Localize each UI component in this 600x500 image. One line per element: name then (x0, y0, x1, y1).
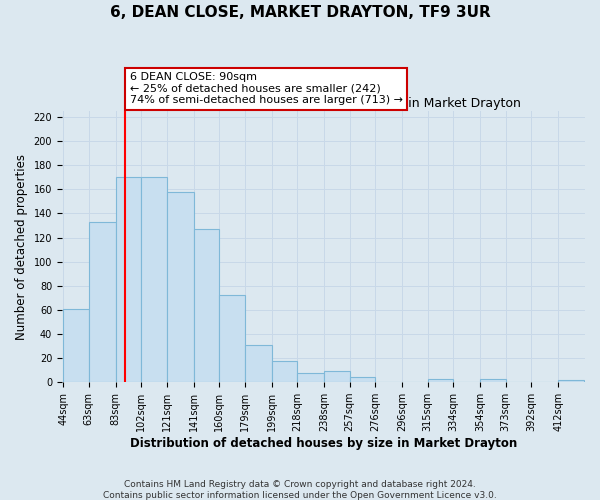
Text: 6 DEAN CLOSE: 90sqm
← 25% of detached houses are smaller (242)
74% of semi-detac: 6 DEAN CLOSE: 90sqm ← 25% of detached ho… (130, 72, 403, 106)
Bar (141, 177, 167, 382)
Bar (297, 372, 324, 382)
Bar (324, 372, 350, 382)
Bar (272, 360, 297, 382)
Text: 6, DEAN CLOSE, MARKET DRAYTON, TF9 3UR: 6, DEAN CLOSE, MARKET DRAYTON, TF9 3UR (110, 5, 490, 20)
Bar (558, 380, 584, 382)
Bar (194, 229, 219, 382)
X-axis label: Distribution of detached houses by size in Market Drayton: Distribution of detached houses by size … (130, 437, 517, 450)
Bar (116, 177, 141, 382)
Text: Contains HM Land Registry data © Crown copyright and database right 2024.
Contai: Contains HM Land Registry data © Crown c… (103, 480, 497, 500)
Bar (350, 378, 375, 382)
Bar (63, 308, 89, 382)
Bar (480, 378, 506, 382)
Title: Size of property relative to detached houses in Market Drayton: Size of property relative to detached ho… (126, 96, 521, 110)
Bar (245, 345, 272, 382)
Bar (219, 296, 245, 382)
Bar (167, 192, 194, 382)
Bar (428, 378, 453, 382)
Bar (89, 222, 116, 382)
Y-axis label: Number of detached properties: Number of detached properties (15, 154, 28, 340)
